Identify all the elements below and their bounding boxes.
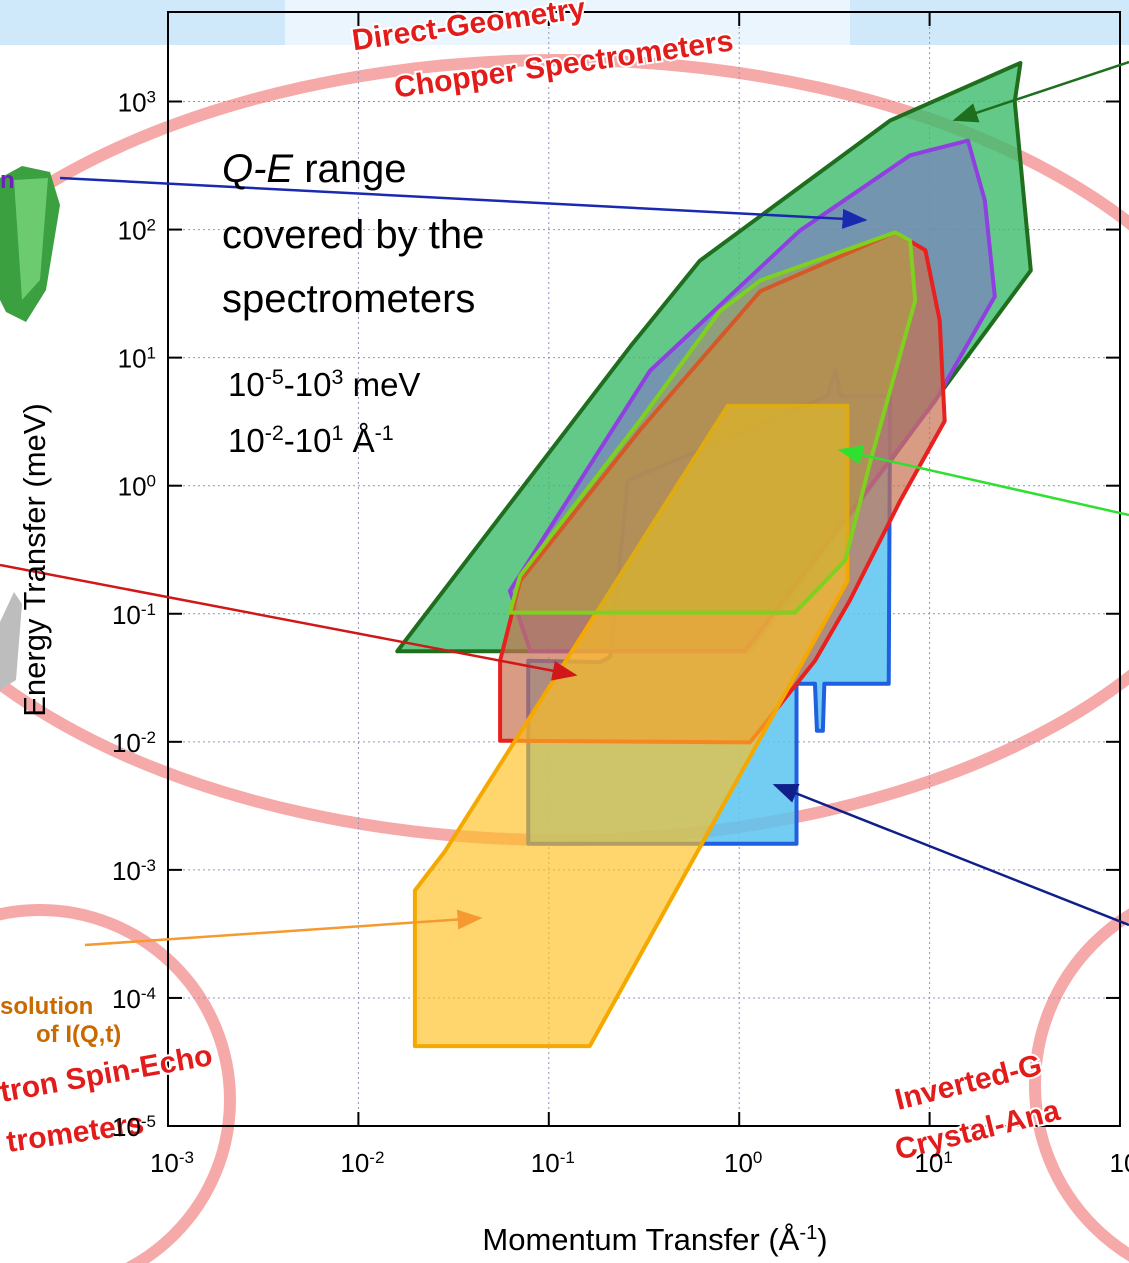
tick-base: 10	[118, 472, 147, 502]
text-part: )	[817, 1222, 827, 1257]
tick-exponent: 3	[147, 87, 156, 106]
tick-base: 10	[112, 1112, 141, 1142]
chart-title: Q-E range	[222, 147, 407, 191]
tick-exponent: 1	[943, 1148, 952, 1167]
text-part: 10	[228, 422, 265, 459]
x-tick-label: 10-2	[340, 1148, 384, 1179]
tick-base: 10	[112, 600, 141, 630]
tick-exponent: -3	[141, 855, 156, 874]
text-part: 10	[228, 366, 265, 403]
annotation: 10-5-103 meV	[228, 365, 420, 403]
ellipse	[1035, 885, 1129, 1263]
tick-exponent: -3	[179, 1148, 194, 1167]
tick-base: 10	[1110, 1148, 1129, 1178]
tick-base: 10	[118, 88, 147, 118]
tick-exponent: -2	[369, 1148, 384, 1167]
tick-exponent: -4	[141, 983, 156, 1002]
annotation: 10-2-101 Å-1	[228, 421, 394, 459]
x-tick-label: 101	[914, 1148, 952, 1179]
x-tick-label: 100	[724, 1148, 762, 1179]
note: of I(Q,t)	[36, 1021, 121, 1048]
superscript: 3	[331, 365, 343, 389]
y-tick-label: 10-2	[112, 727, 156, 758]
y-tick-label: 10-3	[112, 855, 156, 886]
y-tick-label: 102	[118, 215, 156, 246]
tick-exponent: 2	[147, 215, 156, 234]
chart-title: spectrometers	[222, 277, 475, 321]
text-part: -10	[284, 422, 332, 459]
tick-base: 10	[112, 856, 141, 886]
x-tick-label: 10	[1110, 1148, 1129, 1178]
x-tick-label: 10-3	[150, 1148, 194, 1179]
superscript: -1	[375, 421, 394, 445]
tick-base: 10	[118, 344, 147, 374]
tick-exponent: 0	[147, 471, 156, 490]
tick-base: 10	[112, 984, 141, 1014]
text-part: -10	[284, 366, 332, 403]
tick-base: 10	[531, 1148, 560, 1178]
tick-base: 10	[340, 1148, 369, 1178]
y-tick-label: 10-1	[112, 599, 156, 630]
title-italic: Q-E	[222, 147, 294, 191]
tick-base: 10	[724, 1148, 753, 1178]
tick-exponent: -1	[560, 1148, 575, 1167]
y-tick-label: 101	[118, 343, 156, 374]
text-part: meV	[343, 366, 420, 403]
tick-exponent: -1	[141, 599, 156, 618]
text-part: Å	[343, 422, 374, 459]
note: solution	[0, 993, 93, 1020]
superscript: -2	[265, 421, 284, 445]
y-tick-label: 100	[118, 471, 156, 502]
tick-base: 10	[112, 728, 141, 758]
chart: Direct-Geometry Chopper Spectrometers tr…	[0, 0, 1129, 1263]
tick-base: 10	[150, 1148, 179, 1178]
title-part: range	[293, 147, 406, 191]
page-body: {"chart_data": { "type": "region", "titl…	[0, 0, 1129, 1263]
chart-title: covered by the	[222, 213, 484, 257]
regions	[397, 63, 1031, 1046]
x-axis-title: Momentum Transfer (Å-1)	[482, 1222, 827, 1257]
callout-label: tron Spin-Echo	[0, 1039, 215, 1109]
y-axis-title: Energy Transfer (meV)	[17, 403, 52, 717]
y-tick-label: 10-5	[112, 1112, 156, 1143]
y-tick-label: 10-4	[112, 983, 156, 1014]
tick-base: 10	[118, 216, 147, 246]
tick-exponent: -5	[141, 1112, 156, 1131]
superscript: -1	[799, 1222, 817, 1244]
superscript: 1	[331, 421, 343, 445]
tick-base: 10	[914, 1148, 943, 1178]
tick-exponent: 0	[753, 1148, 762, 1167]
tick-exponent: 1	[147, 343, 156, 362]
note: n	[0, 167, 15, 194]
y-tick-label: 103	[118, 87, 156, 118]
x-tick-label: 10-1	[531, 1148, 575, 1179]
superscript: -5	[265, 365, 284, 389]
page: Q-E range html, body { margin: 0; paddin…	[0, 0, 1129, 1263]
tick-exponent: -2	[141, 727, 156, 746]
arrow	[775, 785, 1129, 925]
text-part: Momentum Transfer (Å	[482, 1222, 799, 1257]
